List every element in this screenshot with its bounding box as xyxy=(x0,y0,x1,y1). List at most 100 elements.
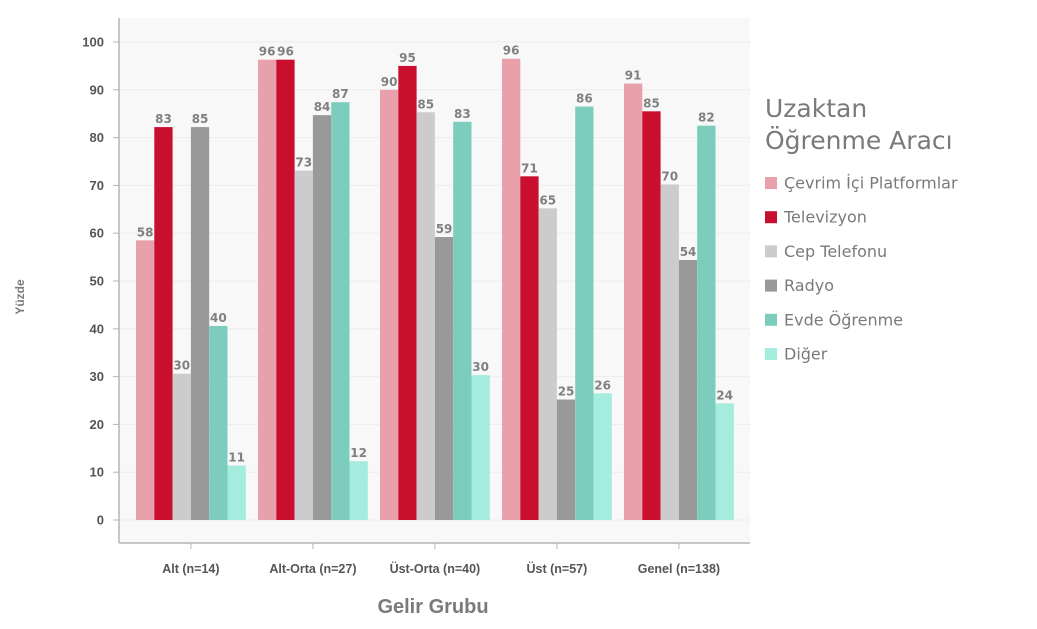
y-tick-label: 70 xyxy=(90,178,104,193)
bar xyxy=(520,176,539,520)
bar xyxy=(349,461,368,520)
x-category-labels: Alt (n=14) Alt-Orta (n=27) Üst-Orta (n=40)… xyxy=(162,561,720,576)
bar xyxy=(331,102,350,520)
bar xyxy=(276,59,295,520)
data-label: 82 xyxy=(698,111,715,125)
data-label: 90 xyxy=(381,75,398,89)
bar xyxy=(575,106,594,520)
data-label: 83 xyxy=(155,112,172,126)
y-tick-label: 10 xyxy=(90,465,104,480)
bar xyxy=(136,240,155,520)
y-tick-label: 50 xyxy=(90,274,104,289)
legend-label: Evde Öğrenme xyxy=(784,310,903,329)
legend-swatch xyxy=(765,279,777,292)
y-tick-label: 80 xyxy=(90,130,104,145)
legend-title-line-2: Öğrenme Aracı xyxy=(765,126,953,155)
bar xyxy=(154,127,173,521)
data-label: 40 xyxy=(210,311,227,325)
bar xyxy=(556,399,576,520)
data-label: 70 xyxy=(661,169,678,183)
legend-swatch xyxy=(765,348,777,360)
data-label: 30 xyxy=(472,360,489,374)
x-axis-title: Gelir Grubu xyxy=(377,596,488,618)
legend-swatch xyxy=(765,313,777,326)
legend-items: Çevrim İçi Platformlar Televizyon Cep Tele… xyxy=(765,174,958,364)
data-label: 71 xyxy=(521,161,538,175)
data-label: 95 xyxy=(399,51,416,65)
y-tick-label: 0 xyxy=(97,513,104,528)
y-tick-label: 40 xyxy=(90,321,104,336)
legend-swatch xyxy=(765,211,777,224)
bar xyxy=(502,58,521,520)
data-label: 85 xyxy=(192,112,209,126)
legend-title-line-1: Uzaktan xyxy=(765,94,867,123)
x-category-label: Alt-Orta (n=27) xyxy=(269,562,356,576)
data-label: 96 xyxy=(503,44,520,58)
y-tick-label: 30 xyxy=(90,369,104,384)
data-label: 85 xyxy=(417,97,434,111)
data-label: 59 xyxy=(436,222,453,236)
bar xyxy=(209,325,228,520)
bar xyxy=(434,237,454,521)
legend-label: Çevrim İçi Platformlar xyxy=(784,174,958,193)
data-label: 96 xyxy=(259,45,276,59)
data-label: 87 xyxy=(332,87,349,101)
bar xyxy=(398,65,417,521)
legend-label: Cep Telefonu xyxy=(784,242,887,261)
legend-label: Radyo xyxy=(784,276,834,295)
data-label: 12 xyxy=(350,446,367,460)
data-label: 91 xyxy=(625,69,642,83)
data-label: 54 xyxy=(680,245,697,259)
y-tick-label: 20 xyxy=(90,417,104,432)
bar xyxy=(624,83,643,520)
y-tick-labels: 0 10 20 30 40 50 60 70 80 90 100 xyxy=(82,35,104,528)
bar xyxy=(538,208,557,520)
bar xyxy=(453,121,472,521)
data-label: 96 xyxy=(277,45,294,59)
data-label: 83 xyxy=(454,107,471,121)
data-label: 24 xyxy=(716,388,733,402)
bar xyxy=(190,127,210,521)
x-category-label: Üst (n=57) xyxy=(527,561,588,576)
bar xyxy=(715,403,734,520)
data-label: 65 xyxy=(539,193,556,207)
data-label: 30 xyxy=(173,359,190,373)
y-tick-label: 90 xyxy=(90,82,104,97)
x-category-label: Üst-Orta (n=40) xyxy=(390,561,481,576)
y-tick-label: 100 xyxy=(82,35,104,50)
bar xyxy=(678,259,698,520)
legend-swatch xyxy=(765,177,777,189)
legend: Uzaktan Öğrenme Aracı Çevrim İçi Platfor… xyxy=(765,94,958,364)
bar xyxy=(258,59,277,520)
bars xyxy=(136,58,734,521)
bar xyxy=(312,115,332,520)
x-category-label: Genel (n=138) xyxy=(638,562,720,576)
legend-label: Televizyon xyxy=(783,208,867,227)
x-category-label: Alt (n=14) xyxy=(162,562,219,576)
data-label: 73 xyxy=(295,156,312,170)
data-label: 84 xyxy=(314,100,331,114)
data-label: 58 xyxy=(137,225,154,239)
bar xyxy=(660,184,679,520)
bar xyxy=(593,393,612,520)
legend-label: Diğer xyxy=(784,345,828,364)
bar xyxy=(697,125,716,521)
bar xyxy=(416,112,435,521)
bar xyxy=(642,111,661,520)
legend-swatch xyxy=(765,245,777,258)
bar xyxy=(471,375,490,520)
axes xyxy=(113,18,750,549)
bar xyxy=(172,373,191,520)
data-label: 26 xyxy=(594,378,611,392)
y-tick-label: 60 xyxy=(90,226,104,241)
data-label: 11 xyxy=(228,451,245,465)
bar xyxy=(294,170,313,520)
bar xyxy=(380,89,399,521)
data-label: 85 xyxy=(643,96,660,110)
data-label: 86 xyxy=(576,92,593,106)
bar xyxy=(227,465,246,520)
data-label: 25 xyxy=(558,385,575,399)
y-axis-title: Yüzde xyxy=(13,279,27,315)
